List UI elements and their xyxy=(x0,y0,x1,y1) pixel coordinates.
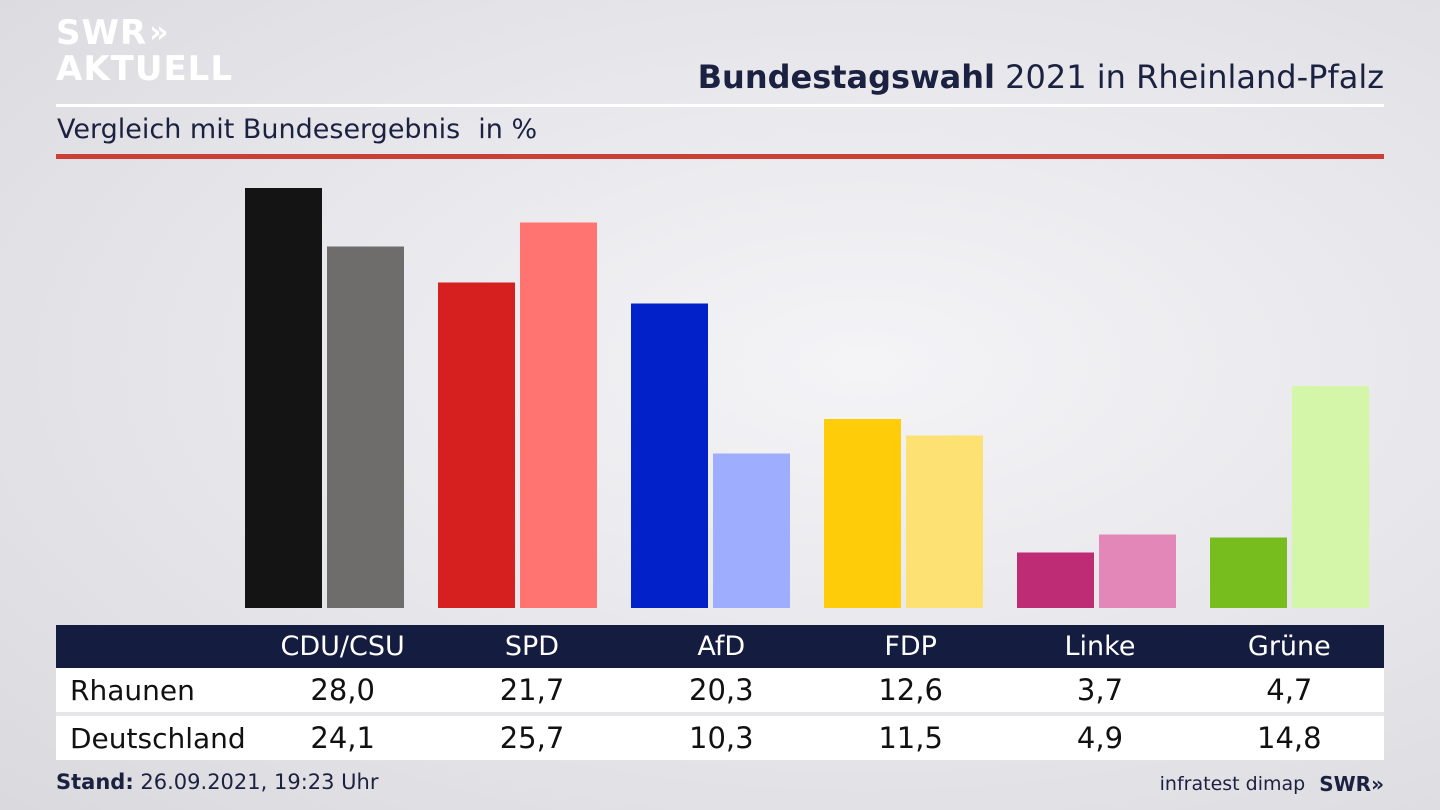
bar-fdp-deutschland xyxy=(906,435,983,608)
timestamp-value: 26.09.2021, 19:23 Uhr xyxy=(133,770,379,794)
bar-spd-deutschland xyxy=(520,222,597,608)
timestamp: Stand: 26.09.2021, 19:23 Uhr xyxy=(56,770,379,794)
results-table: CDU/CSU SPD AfD FDP Linke Grüne Rhaunen … xyxy=(56,625,1384,760)
header-divider xyxy=(56,104,1384,107)
timestamp-label: Stand: xyxy=(56,770,134,794)
table-cell: 3,7 xyxy=(1005,668,1195,716)
party-header: CDU/CSU xyxy=(248,625,438,668)
table-cell: 10,3 xyxy=(626,714,816,760)
table-cell: 21,7 xyxy=(437,668,627,716)
bar-afd-deutschland xyxy=(713,453,790,608)
bar-fdp-rhaunen xyxy=(824,419,901,608)
swr-footer-logo: SWR» xyxy=(1319,772,1384,796)
logo-aktuell-text: AKTUELL xyxy=(56,49,234,89)
subtitle-divider xyxy=(56,154,1384,159)
table-header-row: CDU/CSU SPD AfD FDP Linke Grüne xyxy=(56,625,1384,668)
table-cell: 4,9 xyxy=(1005,714,1195,760)
chart-subtitle: Vergleich mit Bundesergebnis in % xyxy=(57,114,537,145)
title-bold: Bundestagswahl xyxy=(697,58,995,96)
bar-grüne-deutschland xyxy=(1292,386,1369,608)
table-cell: 20,3 xyxy=(626,668,816,716)
bar-grüne-rhaunen xyxy=(1210,537,1287,608)
party-header: SPD xyxy=(437,625,627,668)
bar-cducsu-deutschland xyxy=(327,246,404,608)
table-cell: 11,5 xyxy=(815,714,1006,760)
table-cell: 12,6 xyxy=(815,668,1006,716)
table-cell: 25,7 xyxy=(437,714,627,760)
bar-spd-rhaunen xyxy=(438,282,515,608)
logo-swr-text: SWR xyxy=(56,13,148,53)
table-row: Deutschland 24,1 25,7 10,3 11,5 4,9 14,8 xyxy=(56,714,1384,760)
bar-cducsu-rhaunen xyxy=(245,188,322,608)
table-cell: 28,0 xyxy=(248,668,438,716)
table-cell: 4,7 xyxy=(1194,668,1384,716)
swr-aktuell-logo: SWR» AKTUELL xyxy=(56,16,233,86)
row-label: Rhaunen xyxy=(56,668,248,716)
table-cell: 24,1 xyxy=(248,714,438,760)
title-rest: 2021 in Rheinland-Pfalz xyxy=(995,58,1384,96)
bar-afd-rhaunen xyxy=(631,303,708,608)
party-header: Linke xyxy=(1005,625,1195,668)
bar-linke-rhaunen xyxy=(1017,552,1094,608)
bar-linke-deutschland xyxy=(1099,534,1176,608)
table-cell: 14,8 xyxy=(1194,714,1384,760)
row-label: Deutschland xyxy=(56,714,248,760)
subtitle-unit: in % xyxy=(478,114,538,145)
source-name: infratest dimap xyxy=(1159,773,1306,795)
party-header: AfD xyxy=(626,625,816,668)
source-credit: infratest dimap SWR» xyxy=(1160,772,1384,796)
table-header-blank xyxy=(56,625,248,668)
page-title: Bundestagswahl 2021 in Rheinland-Pfalz xyxy=(698,58,1384,96)
party-header: Grüne xyxy=(1194,625,1384,668)
table-row: Rhaunen 28,0 21,7 20,3 12,6 3,7 4,7 xyxy=(56,668,1384,716)
subtitle-text: Vergleich mit Bundesergebnis xyxy=(57,114,461,145)
party-header: FDP xyxy=(815,625,1006,668)
